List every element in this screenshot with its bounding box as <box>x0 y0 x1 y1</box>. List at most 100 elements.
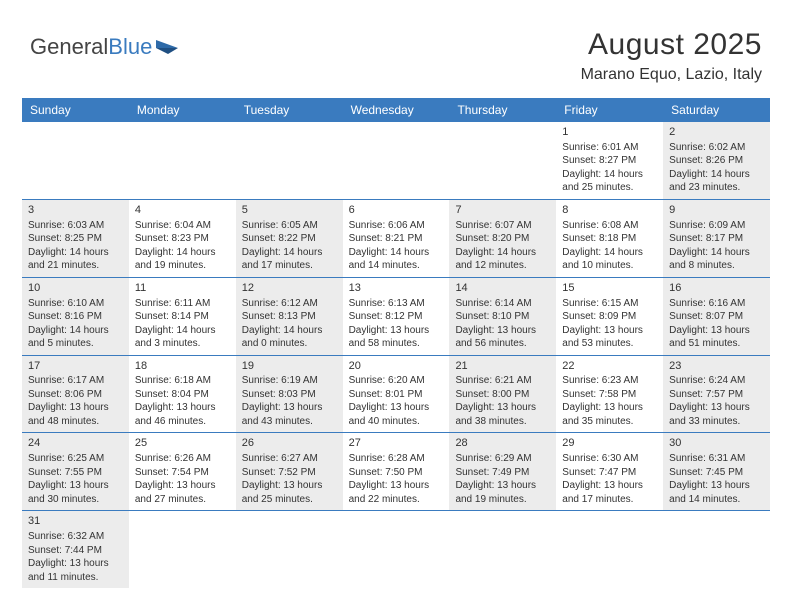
sunrise-text: Sunrise: 6:02 AM <box>669 141 764 155</box>
day-number: 24 <box>28 436 123 451</box>
sunset-text: Sunset: 7:55 PM <box>28 466 123 480</box>
logo: GeneralBlue <box>30 28 180 60</box>
calendar-cell: 20Sunrise: 6:20 AMSunset: 8:01 PMDayligh… <box>343 356 450 433</box>
day-number: 22 <box>562 359 657 374</box>
dayhead-tue: Tuesday <box>236 98 343 122</box>
daylight-text: Daylight: 14 hours and 25 minutes. <box>562 168 657 195</box>
calendar-week: 1Sunrise: 6:01 AMSunset: 8:27 PMDaylight… <box>22 122 770 200</box>
day-number: 23 <box>669 359 764 374</box>
sunset-text: Sunset: 7:45 PM <box>669 466 764 480</box>
sunset-text: Sunset: 8:23 PM <box>135 232 230 246</box>
calendar-cell: 29Sunrise: 6:30 AMSunset: 7:47 PMDayligh… <box>556 433 663 510</box>
calendar-cell: 25Sunrise: 6:26 AMSunset: 7:54 PMDayligh… <box>129 433 236 510</box>
sunset-text: Sunset: 7:58 PM <box>562 388 657 402</box>
sunrise-text: Sunrise: 6:15 AM <box>562 297 657 311</box>
calendar-cell: 31Sunrise: 6:32 AMSunset: 7:44 PMDayligh… <box>22 511 129 588</box>
calendar-cell: 23Sunrise: 6:24 AMSunset: 7:57 PMDayligh… <box>663 356 770 433</box>
logo-text-1: General <box>30 34 108 60</box>
daylight-text: Daylight: 13 hours and 22 minutes. <box>349 479 444 506</box>
sunset-text: Sunset: 8:20 PM <box>455 232 550 246</box>
calendar-cell: 2Sunrise: 6:02 AMSunset: 8:26 PMDaylight… <box>663 122 770 199</box>
sunset-text: Sunset: 8:16 PM <box>28 310 123 324</box>
calendar-cell: 7Sunrise: 6:07 AMSunset: 8:20 PMDaylight… <box>449 200 556 277</box>
daylight-text: Daylight: 13 hours and 33 minutes. <box>669 401 764 428</box>
calendar-cell: 26Sunrise: 6:27 AMSunset: 7:52 PMDayligh… <box>236 433 343 510</box>
sunset-text: Sunset: 8:21 PM <box>349 232 444 246</box>
sunrise-text: Sunrise: 6:01 AM <box>562 141 657 155</box>
calendar-cell: 1Sunrise: 6:01 AMSunset: 8:27 PMDaylight… <box>556 122 663 199</box>
daylight-text: Daylight: 13 hours and 53 minutes. <box>562 324 657 351</box>
daylight-text: Daylight: 13 hours and 38 minutes. <box>455 401 550 428</box>
sunrise-text: Sunrise: 6:05 AM <box>242 219 337 233</box>
sunrise-text: Sunrise: 6:04 AM <box>135 219 230 233</box>
day-number: 11 <box>135 281 230 296</box>
sunset-text: Sunset: 7:49 PM <box>455 466 550 480</box>
calendar-cell: 13Sunrise: 6:13 AMSunset: 8:12 PMDayligh… <box>343 278 450 355</box>
calendar-cell: 30Sunrise: 6:31 AMSunset: 7:45 PMDayligh… <box>663 433 770 510</box>
title-block: August 2025 Marano Equo, Lazio, Italy <box>581 28 762 84</box>
daylight-text: Daylight: 13 hours and 17 minutes. <box>562 479 657 506</box>
calendar-week: 31Sunrise: 6:32 AMSunset: 7:44 PMDayligh… <box>22 511 770 588</box>
sunset-text: Sunset: 8:26 PM <box>669 154 764 168</box>
daylight-text: Daylight: 14 hours and 8 minutes. <box>669 246 764 273</box>
calendar-cell: 27Sunrise: 6:28 AMSunset: 7:50 PMDayligh… <box>343 433 450 510</box>
sunrise-text: Sunrise: 6:28 AM <box>349 452 444 466</box>
daylight-text: Daylight: 14 hours and 19 minutes. <box>135 246 230 273</box>
day-number: 29 <box>562 436 657 451</box>
calendar-cell: 8Sunrise: 6:08 AMSunset: 8:18 PMDaylight… <box>556 200 663 277</box>
sunset-text: Sunset: 8:04 PM <box>135 388 230 402</box>
calendar-cell: 18Sunrise: 6:18 AMSunset: 8:04 PMDayligh… <box>129 356 236 433</box>
sunset-text: Sunset: 8:27 PM <box>562 154 657 168</box>
day-number: 4 <box>135 203 230 218</box>
daylight-text: Daylight: 13 hours and 14 minutes. <box>669 479 764 506</box>
calendar: Sunday Monday Tuesday Wednesday Thursday… <box>22 98 770 588</box>
calendar-weeks: 1Sunrise: 6:01 AMSunset: 8:27 PMDaylight… <box>22 122 770 588</box>
day-number: 19 <box>242 359 337 374</box>
daylight-text: Daylight: 13 hours and 40 minutes. <box>349 401 444 428</box>
day-number: 28 <box>455 436 550 451</box>
day-number: 14 <box>455 281 550 296</box>
sunset-text: Sunset: 8:22 PM <box>242 232 337 246</box>
sunrise-text: Sunrise: 6:08 AM <box>562 219 657 233</box>
daylight-text: Daylight: 14 hours and 10 minutes. <box>562 246 657 273</box>
sunrise-text: Sunrise: 6:19 AM <box>242 374 337 388</box>
daylight-text: Daylight: 14 hours and 12 minutes. <box>455 246 550 273</box>
daylight-text: Daylight: 14 hours and 3 minutes. <box>135 324 230 351</box>
sunrise-text: Sunrise: 6:21 AM <box>455 374 550 388</box>
sunrise-text: Sunrise: 6:06 AM <box>349 219 444 233</box>
sunrise-text: Sunrise: 6:16 AM <box>669 297 764 311</box>
sunrise-text: Sunrise: 6:17 AM <box>28 374 123 388</box>
dayhead-fri: Friday <box>556 98 663 122</box>
calendar-cell <box>22 122 129 199</box>
daylight-text: Daylight: 13 hours and 48 minutes. <box>28 401 123 428</box>
daylight-text: Daylight: 13 hours and 19 minutes. <box>455 479 550 506</box>
sunset-text: Sunset: 8:14 PM <box>135 310 230 324</box>
dayhead-sat: Saturday <box>663 98 770 122</box>
page-title: August 2025 <box>581 28 762 62</box>
calendar-cell: 24Sunrise: 6:25 AMSunset: 7:55 PMDayligh… <box>22 433 129 510</box>
calendar-cell <box>129 511 236 588</box>
day-number: 7 <box>455 203 550 218</box>
daylight-text: Daylight: 13 hours and 35 minutes. <box>562 401 657 428</box>
sunrise-text: Sunrise: 6:27 AM <box>242 452 337 466</box>
calendar-cell <box>449 511 556 588</box>
sunset-text: Sunset: 7:44 PM <box>28 544 123 558</box>
sunset-text: Sunset: 7:54 PM <box>135 466 230 480</box>
dayhead-sun: Sunday <box>22 98 129 122</box>
sunrise-text: Sunrise: 6:30 AM <box>562 452 657 466</box>
calendar-cell: 19Sunrise: 6:19 AMSunset: 8:03 PMDayligh… <box>236 356 343 433</box>
day-number: 27 <box>349 436 444 451</box>
day-number: 5 <box>242 203 337 218</box>
sunset-text: Sunset: 7:57 PM <box>669 388 764 402</box>
day-number: 21 <box>455 359 550 374</box>
sunrise-text: Sunrise: 6:20 AM <box>349 374 444 388</box>
dayhead-mon: Monday <box>129 98 236 122</box>
sunrise-text: Sunrise: 6:24 AM <box>669 374 764 388</box>
daylight-text: Daylight: 13 hours and 43 minutes. <box>242 401 337 428</box>
calendar-cell: 4Sunrise: 6:04 AMSunset: 8:23 PMDaylight… <box>129 200 236 277</box>
day-number: 16 <box>669 281 764 296</box>
calendar-cell: 9Sunrise: 6:09 AMSunset: 8:17 PMDaylight… <box>663 200 770 277</box>
calendar-cell <box>449 122 556 199</box>
calendar-cell: 3Sunrise: 6:03 AMSunset: 8:25 PMDaylight… <box>22 200 129 277</box>
dayhead-thu: Thursday <box>449 98 556 122</box>
